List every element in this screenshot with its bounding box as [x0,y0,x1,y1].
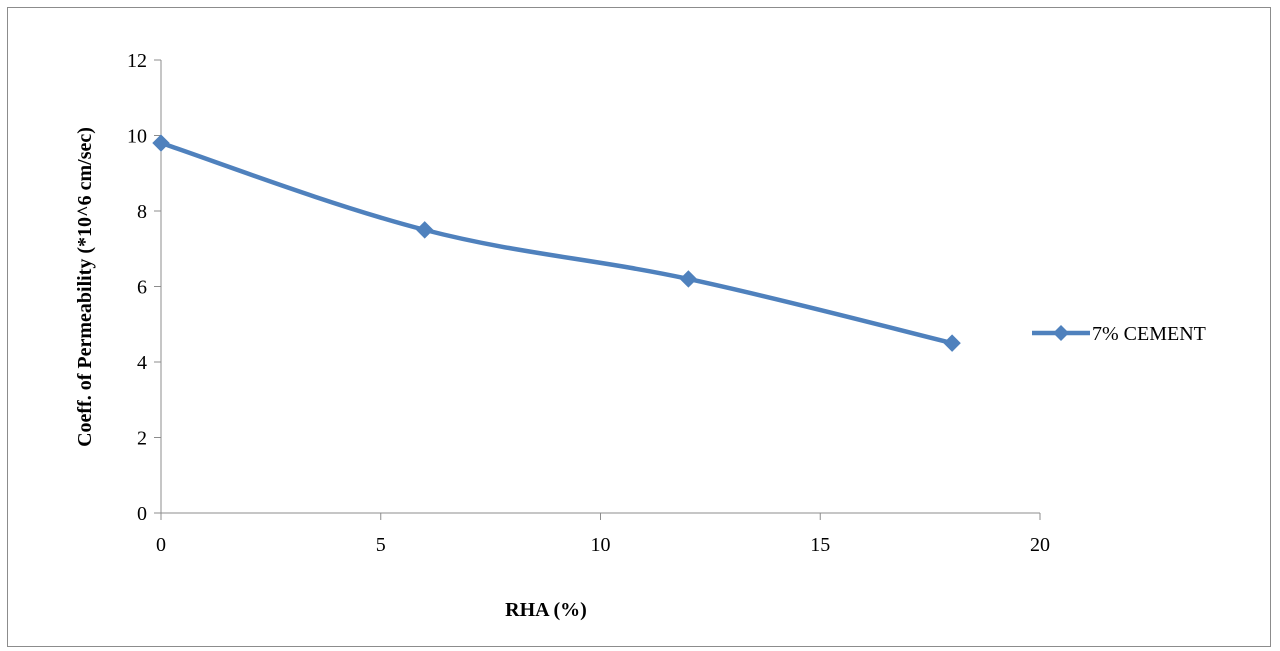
axes [160,60,1040,514]
ticks: 0 2 4 6 8 10 12 0 5 10 15 20 [127,50,1050,556]
x-tick-label: 15 [810,534,830,556]
x-tick-label: 20 [1030,534,1050,556]
y-tick-label: 10 [127,126,147,148]
y-tick-label: 0 [137,503,147,525]
y-tick-label: 8 [137,201,147,223]
x-tick-label: 5 [376,534,386,556]
data-point-marker [415,221,434,239]
x-tick-label: 0 [156,534,166,556]
y-tick-label: 12 [127,50,147,72]
x-axis-title: RHA (%) [505,599,587,621]
y-tick-label: 4 [137,352,147,374]
legend-marker [1053,325,1069,341]
data-point-marker [943,334,961,352]
legend: 7% CEMENT [1032,323,1206,345]
data-point-marker [152,134,170,152]
data-point-marker [679,270,698,288]
y-tick-label: 6 [137,277,147,299]
y-axis-title: Coeff. of Permeability (*10^6 cm/sec) [74,127,96,447]
x-tick-label: 10 [591,534,611,556]
series-line [158,140,955,346]
series-group [152,134,961,352]
legend-label: 7% CEMENT [1092,323,1206,345]
y-tick-label: 2 [137,428,147,450]
